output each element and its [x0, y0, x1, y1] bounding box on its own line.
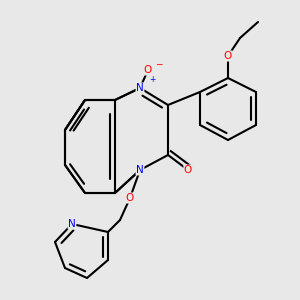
Text: N: N — [136, 165, 144, 175]
Text: +: + — [149, 74, 155, 83]
Text: N: N — [68, 219, 76, 229]
Text: O: O — [224, 51, 232, 61]
Text: −: − — [155, 59, 162, 68]
Text: O: O — [184, 165, 192, 175]
Text: O: O — [126, 193, 134, 203]
Text: O: O — [144, 65, 152, 75]
Text: N: N — [136, 83, 144, 93]
